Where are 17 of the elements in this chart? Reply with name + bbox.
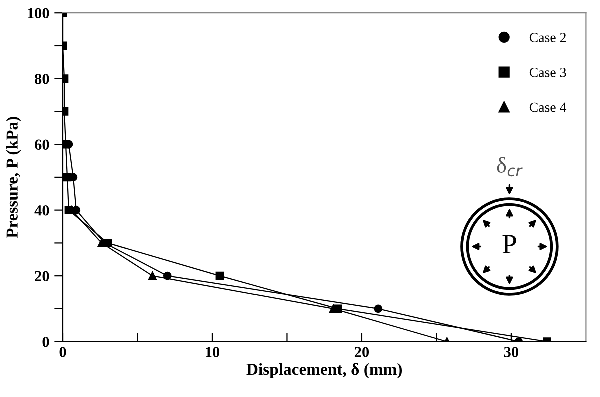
y-axis-title: Pressure, P (kPa) [6, 117, 22, 238]
x-tick-label: 30 [504, 347, 519, 358]
legend-label: Case 3 [530, 68, 566, 78]
legend-label: Case 4 [530, 102, 567, 112]
y-tick-label: 40 [34, 205, 50, 216]
x-tick-label: 10 [206, 347, 220, 358]
x-tick-label: 20 [354, 347, 370, 358]
y-tick-label: 60 [35, 140, 50, 150]
x-tick-label: 0 [60, 347, 66, 358]
annotation: P [502, 235, 516, 254]
y-tick-label: 0 [42, 336, 50, 348]
annotation: δ$_{cr}$ [497, 157, 523, 177]
y-tick-label: 20 [35, 271, 50, 282]
x-axis-title: Displacement, δ (mm) [246, 363, 402, 379]
legend-label: Case 2 [530, 33, 566, 42]
y-tick-label: 100 [28, 8, 50, 19]
y-tick-label: 80 [35, 74, 50, 84]
